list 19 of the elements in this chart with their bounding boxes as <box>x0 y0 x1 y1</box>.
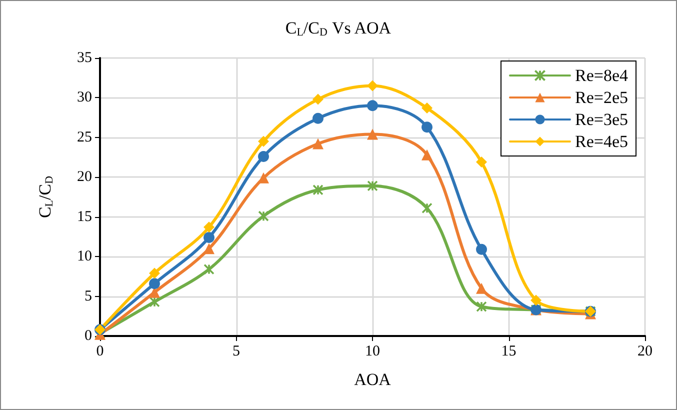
y-tick-label: 5 <box>84 288 92 304</box>
x-tick-label: 5 <box>232 344 240 360</box>
x-axis-title: AOA <box>354 370 392 389</box>
y-tick-label: 10 <box>77 248 92 265</box>
legend-label: Re=8e4 <box>574 66 628 85</box>
legend-label: Re=2e5 <box>574 88 628 107</box>
legend-label: Re=3e5 <box>574 110 628 129</box>
x-tick-label: 15 <box>501 344 516 360</box>
y-axis-title: CL/CD <box>36 176 56 218</box>
x-tick-label: 0 <box>96 344 104 360</box>
legend-label: Re=4e5 <box>574 132 628 151</box>
y-tick-label: 20 <box>77 169 92 186</box>
y-tick-label: 35 <box>77 50 92 66</box>
y-tick-label: 30 <box>77 90 92 106</box>
y-tick-label: 15 <box>77 208 92 225</box>
x-tick-label: 20 <box>638 344 652 360</box>
y-tick-label: 25 <box>77 129 92 146</box>
x-tick-label: 10 <box>365 344 380 360</box>
y-tick-label: 0 <box>84 328 92 344</box>
